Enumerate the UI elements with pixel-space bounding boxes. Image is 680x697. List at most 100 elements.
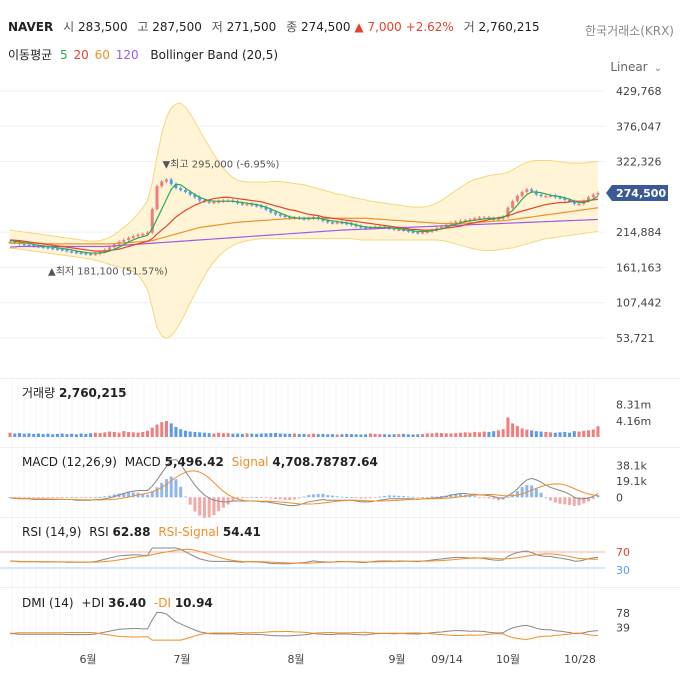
volume-bar [226,433,230,437]
volume-bar [373,433,377,437]
up-triangle-icon: ▲ [354,20,364,34]
candle [506,207,510,217]
ma5-legend[interactable]: 5 [60,48,68,62]
volume-bar [255,433,259,437]
macd-histogram-bar [596,495,600,498]
volume-bar [32,433,36,437]
macd-histogram-bar [217,497,221,512]
volume-bar [330,434,334,437]
volume-bar [221,433,225,437]
low-annotation: ▲최저 181,100 (51.57%) [48,265,168,277]
candle [530,189,534,192]
candle [340,222,344,224]
dmi-title: DMI (14) [22,596,74,610]
volume-bar [416,434,420,437]
volume-panel-label: 거래량 2,760,215 [22,384,127,401]
change-value: 7,000 [367,20,402,34]
volume-bar [84,433,88,437]
macd-histogram-bar [563,497,567,505]
macd-histogram-bar [160,482,164,498]
candle [122,239,126,242]
macd-histogram-bar [411,496,415,498]
macd-histogram-bar [221,497,225,508]
macd-histogram-bar [345,497,349,498]
volume-bar [283,433,287,437]
macd-histogram-bar [458,494,462,498]
low-value: 271,500 [226,20,277,34]
x-tick-label: 6월 [79,653,96,666]
volume-bar [430,433,434,437]
macd-histogram-bar [354,497,358,499]
candle [549,195,553,197]
candle [164,179,168,182]
plus-di-line [9,611,599,637]
y-tick-label: 214,884 [616,226,662,239]
candle [259,205,263,208]
macd-histogram-bar [326,495,330,498]
ma120-legend[interactable]: 120 [115,48,139,62]
macd-histogram-bar [146,494,150,498]
macd-histogram-bar [65,497,69,499]
rsi-signal-value: 54.41 [222,525,261,539]
macd-histogram-bar [430,496,434,498]
candle [131,236,135,238]
volume-bar [278,433,282,437]
macd-y-tick: 38.1k [616,459,647,472]
chevron-down-icon: ⌄ [653,63,662,74]
candle [183,190,187,192]
macd-histogram-bar [340,496,344,498]
rsi-y-tick-30: 30 [616,564,630,577]
volume-bar [463,432,467,437]
volume-bar [496,430,500,437]
macd-histogram-bar [572,497,576,506]
volume-bar [13,433,17,437]
volume-bar [591,429,595,437]
candle [89,253,93,256]
volume-bar [108,431,112,437]
candle [440,226,444,229]
macd-series-name: MACD [124,455,161,469]
macd-histogram-bar [544,497,548,499]
macd-histogram-bar [174,479,178,498]
volume-bar [383,434,387,437]
candle [454,221,458,224]
scale-select[interactable]: Linear ⌄ [610,60,662,74]
volume-bar [444,433,448,437]
high-value: 287,500 [152,20,202,34]
x-tick-label: 7월 [173,653,190,666]
macd-histogram-bar [274,497,278,499]
macd-histogram-bar [440,496,444,498]
volume-bar [525,429,529,437]
candle [515,195,519,202]
macd-histogram-bar [307,495,311,498]
macd-histogram-bar [74,497,78,499]
candle [207,201,211,203]
volume-bar [70,433,74,437]
macd-histogram-bar [316,494,320,498]
macd-histogram-bar [534,488,538,498]
macd-histogram-bar [108,495,112,498]
candle [587,197,591,202]
volume-bar [515,426,519,437]
macd-histogram-bar [506,497,510,498]
ma60-legend[interactable]: 60 [94,48,110,62]
volume-bar [397,434,401,437]
candle [302,218,306,220]
ma20-legend[interactable]: 20 [73,48,89,62]
ma20-line [9,196,599,252]
candle [65,249,69,252]
macd-histogram-bar [378,496,382,498]
candle [278,214,282,216]
macd-signal-name: Signal [231,455,269,469]
macd-histogram-bar [226,497,230,505]
macd-histogram-bar [549,497,553,501]
macd-histogram-bar [60,497,64,499]
volume-bar [164,421,168,437]
minus-di-name: -DI [153,596,171,610]
bollinger-upper-line [9,102,599,242]
bollinger-legend[interactable]: Bollinger Band (20,5) [150,48,279,62]
macd-histogram-bar [492,497,496,500]
volume-bar [274,432,278,437]
volume-bar [212,433,216,437]
